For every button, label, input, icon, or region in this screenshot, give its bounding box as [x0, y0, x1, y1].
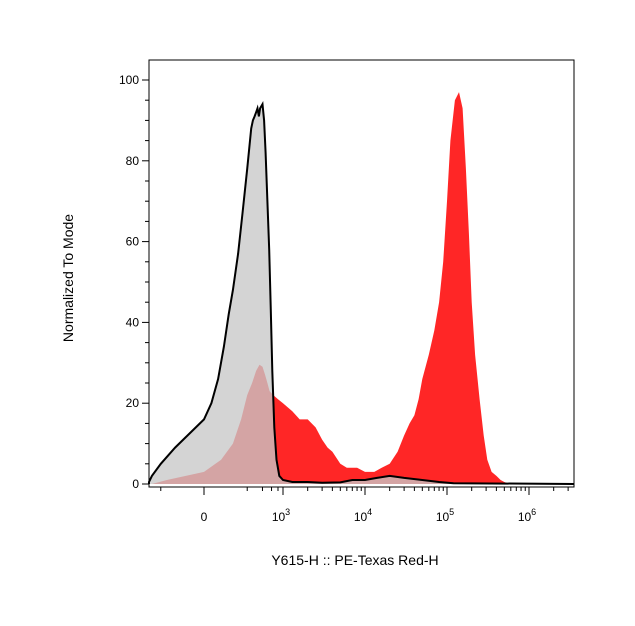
x-axis-title: Y615-H :: PE-Texas Red-H [271, 552, 438, 568]
series-layer [148, 92, 575, 485]
y-tick-label: 80 [126, 154, 140, 168]
y-tick-label: 100 [119, 73, 139, 87]
series-line-2 [148, 101, 575, 485]
y-axis-title: Normalized To Mode [60, 214, 76, 342]
x-tick-label: 0 [201, 510, 208, 524]
series-area-2 [149, 104, 574, 484]
y-tick-label: 20 [126, 396, 140, 410]
x-tick-label: 103 [272, 507, 290, 524]
y-tick-label: 0 [132, 477, 139, 491]
x-axis: 0 103 104 105 106 [160, 487, 569, 524]
x-tick-label: 104 [354, 507, 372, 524]
x-tick-label: 106 [518, 507, 536, 524]
y-tick-label: 40 [126, 315, 140, 329]
y-tick-label: 60 [126, 235, 140, 249]
x-tick-label: 105 [436, 507, 454, 524]
y-axis: 0 20 40 60 80 100 [119, 73, 149, 491]
